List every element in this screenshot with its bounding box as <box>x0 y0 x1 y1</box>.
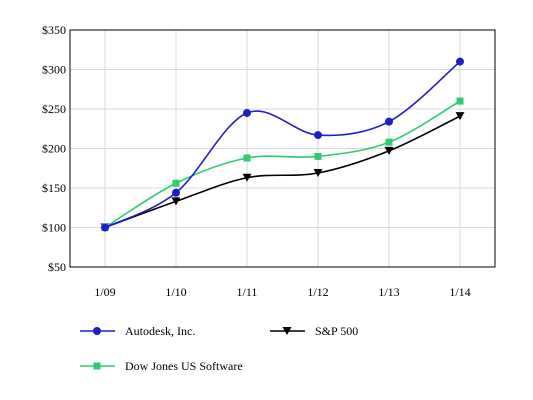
x-tick-label: 1/13 <box>378 285 399 299</box>
data-point <box>172 179 180 187</box>
y-axis-ticks: $50 $100 $150 $200 $250 $300 $350 <box>42 23 66 274</box>
legend-marker <box>93 362 101 370</box>
data-point <box>384 146 394 155</box>
y-tick-label: $100 <box>42 221 66 235</box>
data-point <box>171 197 181 206</box>
legend-label: Autodesk, Inc. <box>125 324 195 338</box>
data-point <box>314 131 322 140</box>
series-line <box>104 100 461 229</box>
legend: Autodesk, Inc. S&P 500 Dow Jones US Softwa… <box>80 324 358 373</box>
x-tick-label: 1/09 <box>94 285 115 299</box>
data-point <box>455 112 465 121</box>
legend-label: Dow Jones US Software <box>125 359 243 373</box>
data-point <box>313 168 323 177</box>
series-line <box>104 115 461 229</box>
plot-frame <box>69 29 496 268</box>
data-point <box>456 97 464 105</box>
y-tick-label: $250 <box>42 102 66 116</box>
y-tick-label: $150 <box>42 181 66 195</box>
legend-item: Dow Jones US Software <box>80 359 243 373</box>
y-tick-label: $350 <box>42 23 66 37</box>
legend-item: Autodesk, Inc. <box>80 324 195 338</box>
x-tick-label: 1/10 <box>165 285 186 299</box>
series-dow-jones-us-software <box>101 97 464 231</box>
data-point <box>242 173 252 182</box>
x-tick-label: 1/14 <box>449 285 470 299</box>
series-line <box>104 60 461 229</box>
data-point <box>243 154 251 162</box>
y-tick-label: $300 <box>42 63 66 77</box>
x-tick-label: 1/11 <box>237 285 258 299</box>
data-point <box>456 57 464 66</box>
x-tick-label: 1/12 <box>307 285 328 299</box>
x-axis-ticks: 1/09 1/10 1/11 1/12 1/13 1/14 <box>94 285 470 299</box>
legend-item: S&P 500 <box>270 324 358 338</box>
y-tick-label: $200 <box>42 142 66 156</box>
data-point <box>101 223 109 232</box>
legend-marker <box>282 327 292 335</box>
y-tick-label: $50 <box>48 260 66 274</box>
series-group <box>100 57 465 232</box>
data-point <box>385 117 393 126</box>
data-point <box>385 138 393 146</box>
legend-marker <box>93 327 101 335</box>
data-point <box>243 108 251 117</box>
data-point <box>314 152 322 160</box>
legend-label: S&P 500 <box>315 324 358 338</box>
gridlines <box>70 30 495 267</box>
data-point <box>172 188 180 197</box>
series-autodesk-inc- <box>101 57 464 232</box>
series-s-p-500 <box>100 112 465 232</box>
